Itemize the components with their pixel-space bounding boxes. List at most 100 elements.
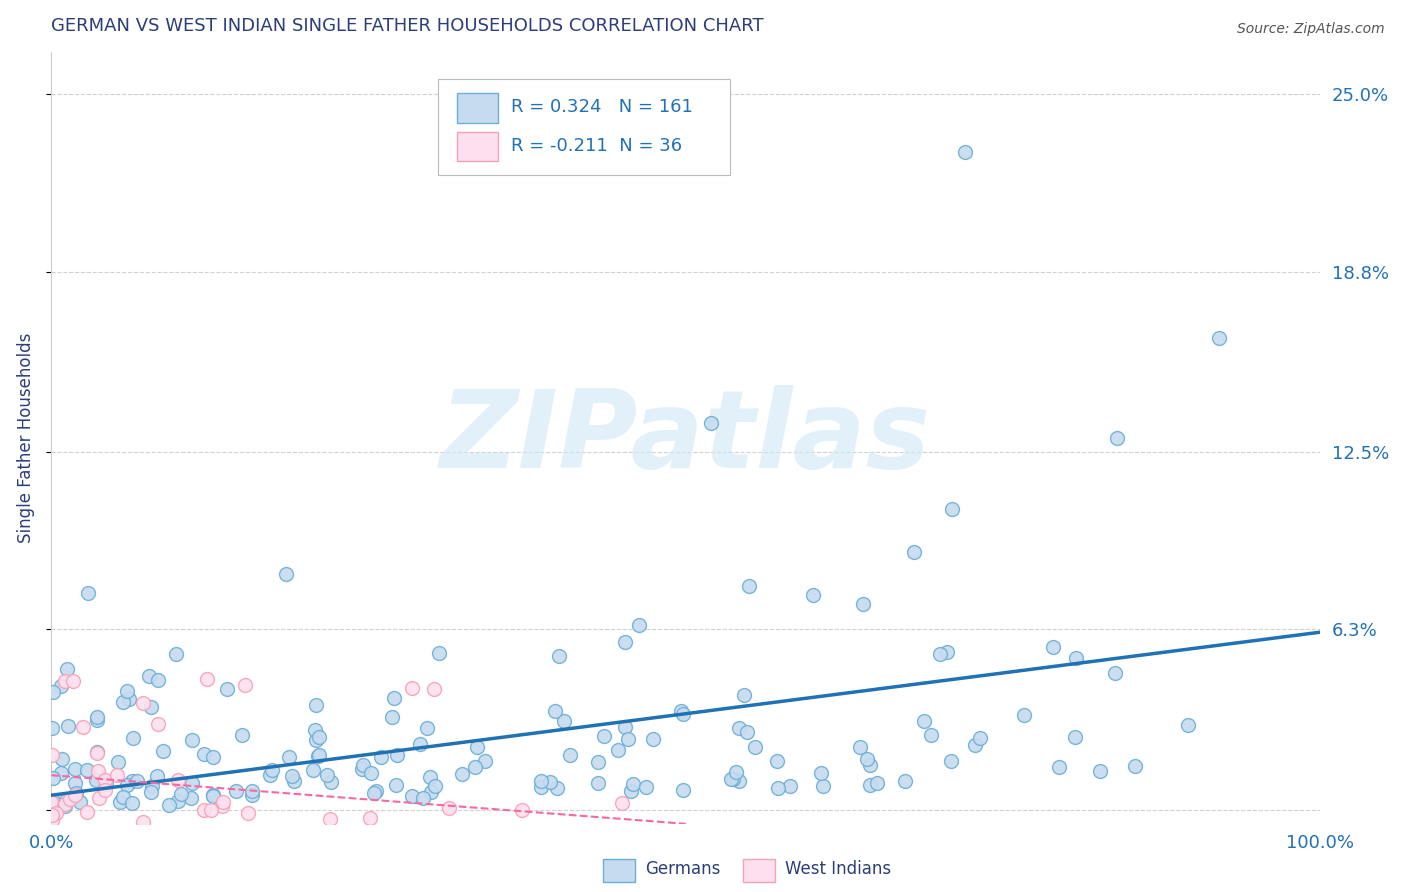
Point: [76, 805, 98, 819]
Point: [283, 773, 305, 788]
Point: [152, 744, 174, 758]
Point: [76, 763, 98, 777]
Point: [76, 586, 98, 600]
Point: [416, 722, 439, 736]
Point: [700, 417, 723, 431]
Point: [41, 808, 63, 822]
Point: [546, 781, 568, 796]
Point: [141, 700, 163, 714]
Point: [425, 780, 447, 794]
Point: [744, 739, 766, 754]
Point: [451, 767, 474, 781]
Point: [366, 784, 388, 798]
FancyBboxPatch shape: [742, 859, 775, 882]
Point: [474, 754, 496, 768]
Point: [240, 788, 263, 802]
Point: [180, 732, 202, 747]
Point: [72, 720, 94, 734]
Point: [586, 756, 609, 770]
Point: [69, 795, 91, 809]
Point: [779, 779, 801, 793]
Text: Source: ZipAtlas.com: Source: ZipAtlas.com: [1237, 22, 1385, 37]
Point: [62, 673, 84, 688]
Point: [307, 748, 329, 763]
Point: [1123, 758, 1146, 772]
Point: [929, 647, 952, 661]
Point: [166, 772, 188, 787]
Point: [86, 746, 108, 760]
Point: [1177, 718, 1199, 732]
Point: [146, 768, 169, 782]
Point: [44, 796, 66, 810]
Point: [84, 772, 107, 787]
Point: [49, 679, 72, 693]
Point: [859, 778, 882, 792]
Point: [586, 776, 609, 790]
Point: [1208, 330, 1230, 344]
Point: [53, 798, 76, 813]
Point: [352, 757, 374, 772]
Point: [766, 780, 789, 795]
Point: [233, 678, 256, 692]
Point: [969, 731, 991, 745]
Point: [612, 796, 634, 810]
Point: [321, 775, 343, 789]
Point: [1042, 640, 1064, 654]
Point: [420, 785, 443, 799]
Point: [132, 696, 155, 710]
Point: [412, 791, 434, 805]
FancyBboxPatch shape: [457, 132, 498, 161]
Point: [86, 710, 108, 724]
Point: [202, 789, 225, 803]
Point: [86, 713, 108, 727]
Point: [359, 811, 381, 825]
Point: [385, 778, 408, 792]
Point: [727, 774, 749, 789]
Point: [63, 762, 86, 776]
Point: [118, 692, 141, 706]
Point: [721, 772, 744, 787]
Point: [538, 774, 561, 789]
Point: [856, 752, 879, 766]
Point: [1104, 665, 1126, 680]
Point: [63, 788, 86, 802]
Point: [121, 796, 143, 810]
Point: [304, 723, 326, 738]
Point: [139, 785, 162, 799]
Point: [259, 768, 281, 782]
Point: [56, 791, 79, 805]
Point: [409, 737, 432, 751]
Point: [41, 794, 63, 808]
Point: [350, 763, 373, 777]
Point: [401, 789, 423, 803]
Point: [200, 803, 222, 817]
Point: [920, 728, 942, 742]
Point: [613, 720, 636, 734]
Point: [733, 688, 755, 702]
FancyBboxPatch shape: [457, 93, 498, 122]
Point: [628, 618, 651, 632]
Point: [41, 721, 63, 735]
Point: [544, 704, 567, 718]
Point: [801, 588, 824, 602]
Y-axis label: Single Father Households: Single Father Households: [17, 333, 35, 543]
Point: [107, 756, 129, 770]
Point: [427, 647, 450, 661]
Point: [315, 768, 337, 782]
Point: [634, 780, 657, 794]
Point: [510, 804, 533, 818]
Point: [112, 695, 135, 709]
Point: [305, 698, 328, 713]
Point: [193, 803, 215, 817]
Point: [765, 754, 787, 768]
Point: [138, 669, 160, 683]
Text: R = 0.324   N = 161: R = 0.324 N = 161: [510, 98, 693, 116]
Point: [167, 794, 190, 808]
Point: [236, 805, 259, 820]
Point: [607, 742, 630, 756]
Point: [738, 579, 761, 593]
Point: [558, 747, 581, 762]
Point: [935, 645, 957, 659]
Point: [45, 805, 67, 820]
FancyBboxPatch shape: [603, 859, 636, 882]
